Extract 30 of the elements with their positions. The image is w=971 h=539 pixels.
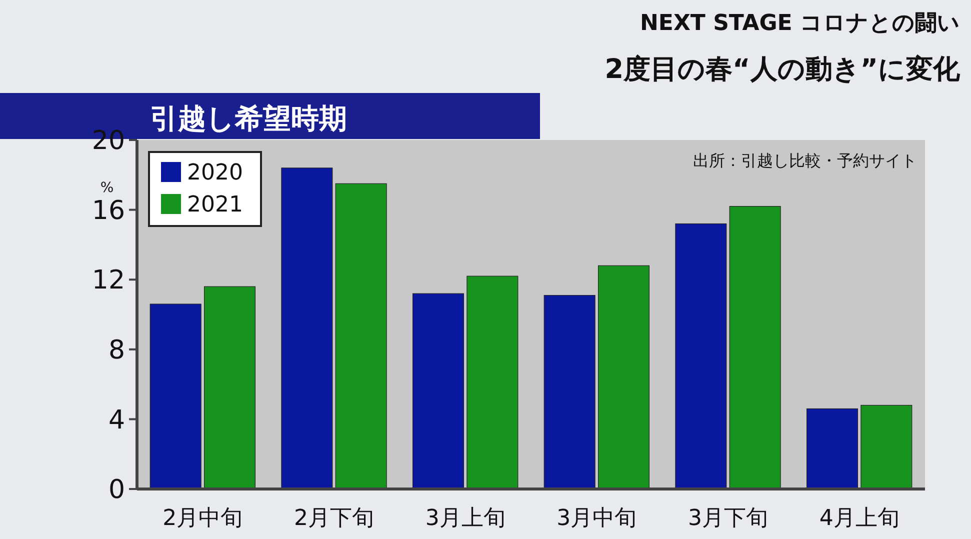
- bar: [806, 408, 858, 490]
- y-tick-label: 0: [108, 475, 125, 506]
- bar: [204, 286, 256, 490]
- x-tick-label: 2月中旬: [162, 506, 243, 531]
- bar: [598, 265, 650, 490]
- bar: [860, 404, 912, 490]
- x-tick-label: 3月中旬: [556, 506, 637, 531]
- y-tick-label: 12: [92, 266, 125, 296]
- legend-label: 2020: [187, 160, 243, 186]
- y-axis-title: %: [100, 180, 114, 196]
- x-tick-label: 3月下旬: [688, 506, 768, 531]
- bar: [412, 293, 464, 490]
- bar: [466, 276, 518, 490]
- bar: [675, 223, 727, 490]
- text: 2度目の春“人の動き”に変化: [604, 54, 961, 85]
- x-tick-label: 4月上旬: [819, 506, 900, 531]
- y-tick-label: 4: [108, 405, 125, 436]
- x-tick-label: 3月上旬: [425, 506, 506, 531]
- y-tick-label: 16: [92, 196, 125, 226]
- bar: [281, 168, 333, 490]
- x-tick-label: 2月下旬: [294, 506, 374, 531]
- bar: [150, 304, 202, 490]
- y-tick-label: 8: [108, 336, 125, 366]
- chart-title: 引越し希望時期: [150, 102, 347, 135]
- bar: [729, 206, 781, 490]
- bar: [335, 183, 387, 490]
- bar: [544, 295, 596, 490]
- annotation: 出所：引越し比較・予約サイト: [693, 151, 917, 170]
- legend-label: 2021: [187, 192, 243, 218]
- text: NEXT STAGE コロナとの闘い: [640, 11, 960, 36]
